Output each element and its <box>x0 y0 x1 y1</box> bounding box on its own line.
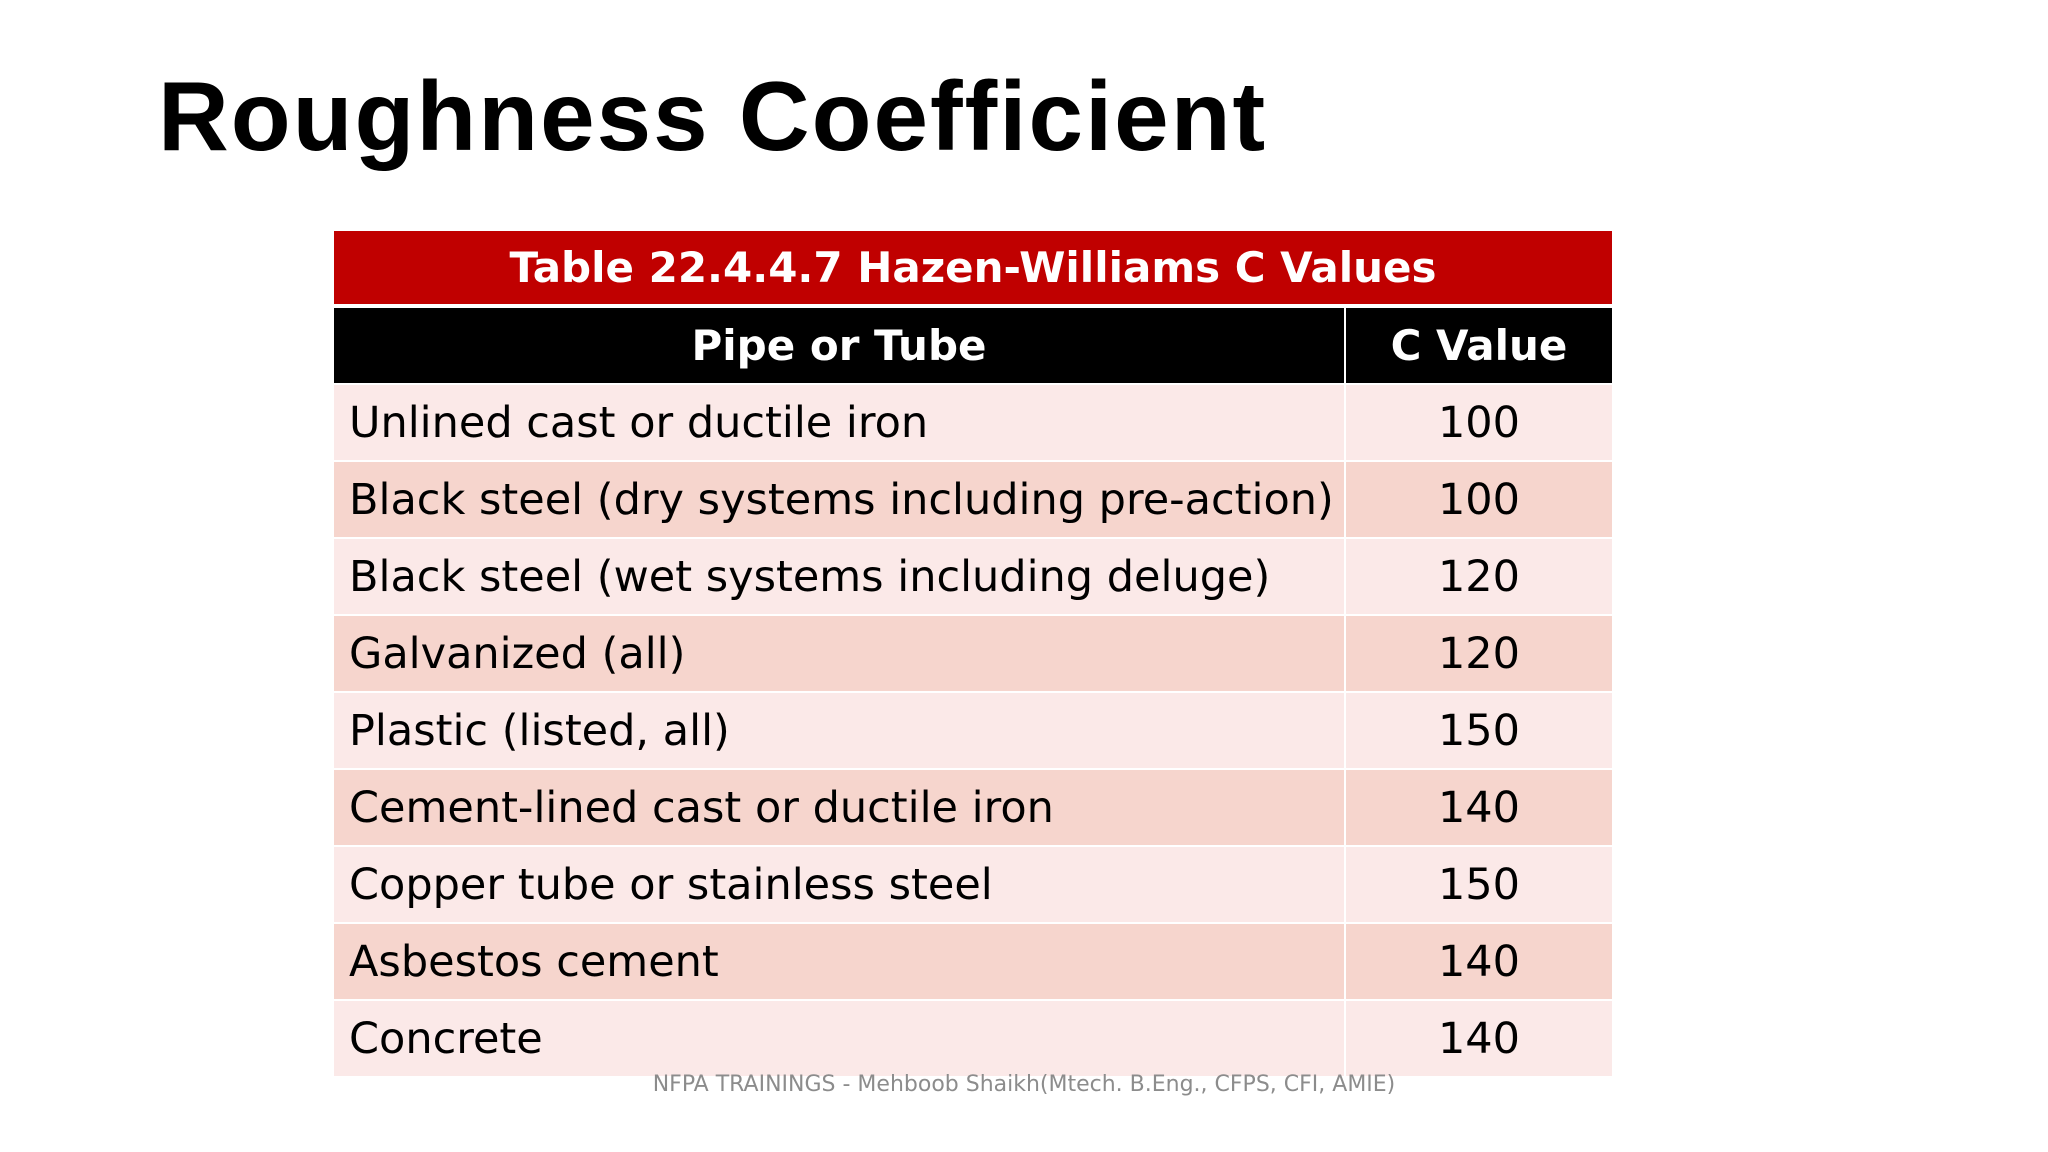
table-caption: Table 22.4.4.7 Hazen-Williams C Values <box>334 231 1612 304</box>
c-value-cell: 140 <box>1345 922 1612 1000</box>
slide-title: Roughness Coefficient <box>158 61 1268 171</box>
pipe-cell: Galvanized (all) <box>334 614 1346 692</box>
pipe-cell: Black steel (wet systems including delug… <box>334 537 1346 615</box>
c-value-cell: 150 <box>1345 845 1612 923</box>
c-value-cell: 100 <box>1345 460 1612 538</box>
pipe-cell: Plastic (listed, all) <box>334 691 1346 769</box>
slide-footer: NFPA TRAININGS - Mehboob Shaikh(Mtech. B… <box>652 1072 1396 1097</box>
hazen-williams-table: Table 22.4.4.7 Hazen-Williams C Values P… <box>334 231 1612 1076</box>
table-header-row: Pipe or Tube C Value <box>334 308 1612 384</box>
table-row: Black steel (wet systems including delug… <box>334 537 1612 615</box>
c-value-cell: 120 <box>1345 614 1612 692</box>
table-row: Copper tube or stainless steel 150 <box>334 845 1612 923</box>
pipe-cell: Cement-lined cast or ductile iron <box>334 768 1346 846</box>
c-value-cell: 150 <box>1345 691 1612 769</box>
c-value-cell: 140 <box>1345 999 1612 1076</box>
pipe-cell: Asbestos cement <box>334 922 1346 1000</box>
c-value-cell: 140 <box>1345 768 1612 846</box>
table-row: Unlined cast or ductile iron 100 <box>334 383 1612 461</box>
pipe-cell: Black steel (dry systems including pre-a… <box>334 460 1346 538</box>
table-row: Asbestos cement 140 <box>334 922 1612 1000</box>
table-row: Galvanized (all) 120 <box>334 614 1612 692</box>
c-value-cell: 100 <box>1345 383 1612 461</box>
c-value-cell: 120 <box>1345 537 1612 615</box>
table-row: Concrete 140 <box>334 999 1612 1076</box>
table-row: Cement-lined cast or ductile iron 140 <box>334 768 1612 846</box>
table-row: Black steel (dry systems including pre-a… <box>334 460 1612 538</box>
pipe-cell: Copper tube or stainless steel <box>334 845 1346 923</box>
pipe-cell: Concrete <box>334 999 1346 1076</box>
table-row: Plastic (listed, all) 150 <box>334 691 1612 769</box>
header-pipe-or-tube: Pipe or Tube <box>334 308 1346 384</box>
c-values-table: Pipe or Tube C Value Unlined cast or duc… <box>334 308 1612 1076</box>
header-c-value: C Value <box>1345 308 1612 384</box>
pipe-cell: Unlined cast or ductile iron <box>334 383 1346 461</box>
